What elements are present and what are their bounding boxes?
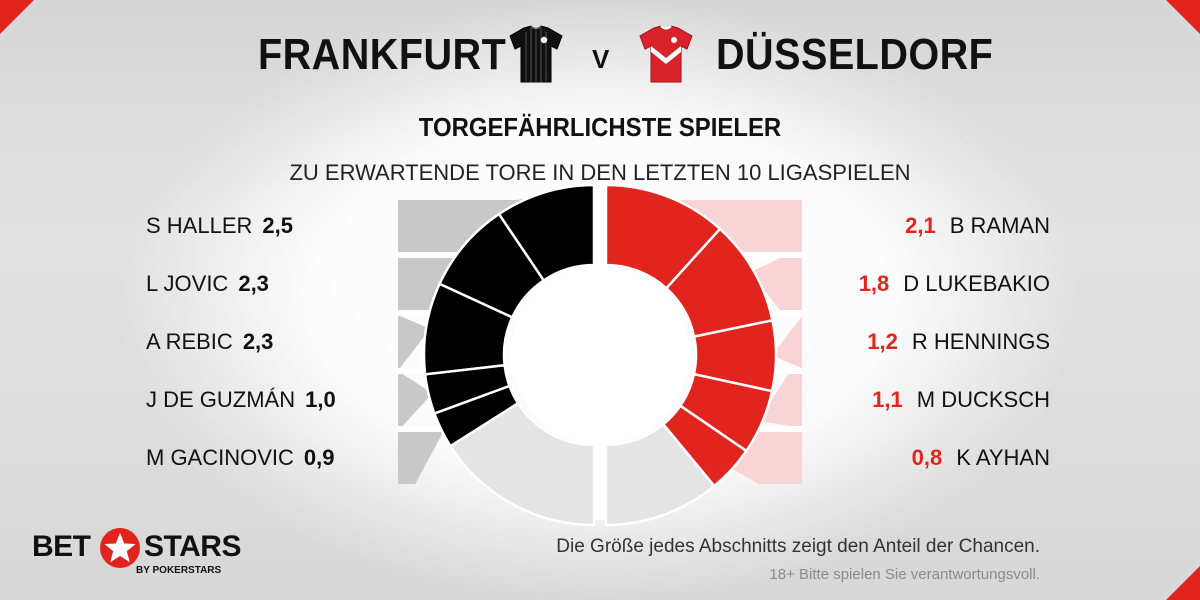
player-name: A REBIC xyxy=(146,329,233,354)
logo-bet-text: BET xyxy=(32,530,91,563)
versus-label: V xyxy=(592,44,610,74)
home-player-row: A REBIC 2,3 xyxy=(146,316,416,368)
player-name: B RAMAN xyxy=(949,213,1050,238)
away-team-name: DÜSSELDORF xyxy=(716,30,994,79)
home-player-panel xyxy=(398,316,431,368)
player-value: 1,0 xyxy=(305,387,336,412)
away-player-row: 0,8 K AYHAN xyxy=(790,432,1050,484)
chart-subtitle: ZU ERWARTENDE TORE IN DEN LETZTEN 10 LIG… xyxy=(289,160,911,185)
away-player-row: 1,2 R HENNINGS xyxy=(790,316,1050,368)
home-player-panel xyxy=(398,374,433,426)
player-name: M DUCKSCH xyxy=(916,387,1050,412)
player-value: 1,8 xyxy=(858,271,890,296)
home-team-name: FRANKFURT xyxy=(258,30,507,79)
home-player-panel xyxy=(398,428,446,484)
black-striped-jersey-icon xyxy=(509,25,563,83)
player-value: 2,1 xyxy=(905,213,936,238)
home-player-row: S HALLER 2,5 xyxy=(146,200,416,252)
player-value: 0,8 xyxy=(911,445,943,470)
away-player-panel xyxy=(750,258,802,310)
home-player-row: J DE GUZMÁN 1,0 xyxy=(146,374,416,426)
player-value: 2,3 xyxy=(238,271,269,296)
chart-title: TORGEFÄHRLICHSTE SPIELER xyxy=(418,112,782,142)
player-name: K AYHAN xyxy=(956,445,1050,470)
home-remaining-sector xyxy=(448,401,596,527)
away-remaining-sector xyxy=(604,422,717,527)
red-star-icon xyxy=(100,528,140,568)
player-value: 2,5 xyxy=(262,213,293,238)
away-player-row: 2,1 B RAMAN xyxy=(790,200,1050,252)
player-value: 2,3 xyxy=(242,329,274,354)
player-name: R HENNINGS xyxy=(911,329,1050,354)
away-player-row: 1,1 M DUCKSCH xyxy=(790,374,1050,426)
player-name: S HALLER xyxy=(146,213,253,238)
player-name: J DE GUZMÁN xyxy=(146,387,296,412)
home-player-slice xyxy=(432,384,520,448)
player-name: L JOVIC xyxy=(146,271,229,296)
home-player-row: M GACINOVIC 0,9 xyxy=(146,432,416,484)
player-name: M GACINOVIC xyxy=(146,445,294,470)
home-player-row: L JOVIC 2,3 xyxy=(146,258,416,310)
corner-accent-top-left xyxy=(0,0,34,34)
donut-center-gap xyxy=(594,190,606,520)
player-value: 1,2 xyxy=(867,329,898,354)
responsible-gambling-disclaimer: 18+ Bitte spielen Sie verantwortungsvoll… xyxy=(769,566,1040,583)
player-value: 0,9 xyxy=(303,445,335,470)
corner-accent-top-right xyxy=(1166,0,1200,34)
away-player-row: 1,8 D LUKEBAKIO xyxy=(790,258,1050,310)
betstars-logo: BET STARS BY POKERSTARS xyxy=(32,528,241,580)
donut-slices xyxy=(422,183,778,527)
away-player-panel xyxy=(771,316,802,368)
logo-subtitle: BY POKERSTARS xyxy=(136,565,222,576)
logo-stars-text: STARS xyxy=(144,530,241,563)
player-value: 1,1 xyxy=(872,387,903,412)
red-white-jersey-icon xyxy=(639,25,693,83)
away-player-panel xyxy=(728,432,802,484)
away-player-slice xyxy=(661,404,749,488)
player-name: D LUKEBAKIO xyxy=(903,271,1050,296)
away-player-panel xyxy=(758,374,802,426)
corner-accent-bottom-right xyxy=(1166,566,1200,600)
chart-footnote: Die Größe jedes Abschnitts zeigt den Ant… xyxy=(556,536,1040,557)
